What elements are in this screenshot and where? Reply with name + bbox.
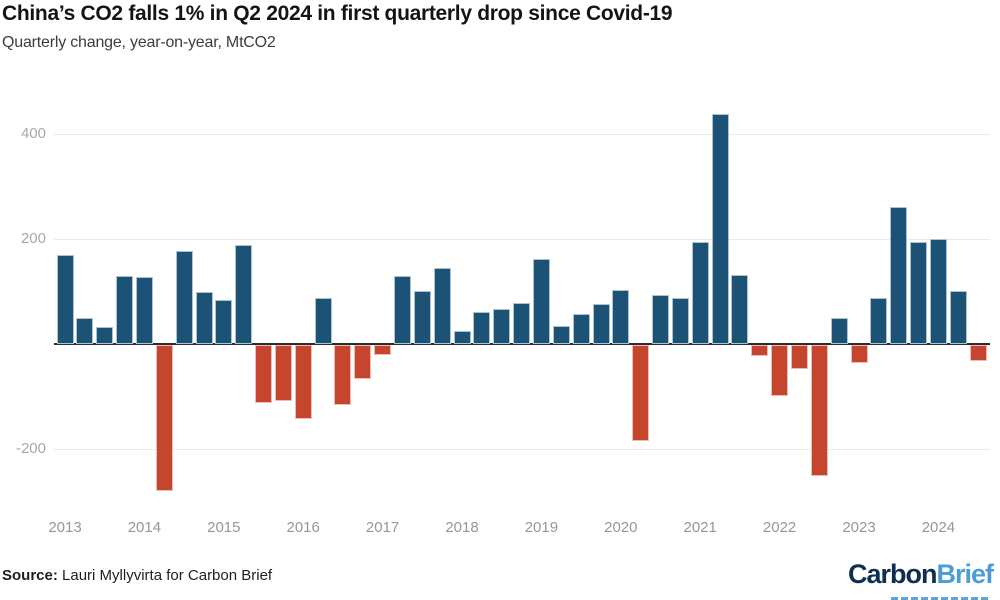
bar-2021-Q4[interactable] <box>771 345 789 396</box>
bar-2017-Q2[interactable] <box>413 291 431 344</box>
bar-2023-Q4[interactable] <box>929 239 947 344</box>
bar-2012-Q4[interactable] <box>56 255 74 344</box>
bar-2024-Q1[interactable] <box>949 291 967 344</box>
gridline-200 <box>54 239 990 240</box>
x-axis-tick-2016: 2016 <box>286 519 320 536</box>
bar-2022-Q2[interactable] <box>810 345 828 476</box>
source-text: Lauri Myllyvirta for Carbon Brief <box>62 567 273 584</box>
bar-2013-Q1[interactable] <box>76 318 94 344</box>
bar-2018-Q2[interactable] <box>493 309 511 344</box>
bar-2023-Q3[interactable] <box>910 242 928 344</box>
bar-2023-Q1[interactable] <box>870 298 888 344</box>
x-axis-tick-2018: 2018 <box>445 519 479 536</box>
x-axis-tick-2019: 2019 <box>524 519 559 536</box>
logo-brief: Brief <box>936 559 994 589</box>
chart-subtitle: Quarterly change, year-on-year, MtCO2 <box>2 34 276 51</box>
bar-2017-Q4[interactable] <box>453 331 471 344</box>
bar-2022-Q3[interactable] <box>830 318 848 344</box>
bar-2017-Q1[interactable] <box>394 276 411 344</box>
bar-2017-Q3[interactable] <box>433 268 451 344</box>
bar-2019-Q1[interactable] <box>552 326 570 344</box>
gridline-400 <box>54 134 990 135</box>
bar-2019-Q3[interactable] <box>592 304 610 344</box>
bar-2013-Q2[interactable] <box>96 327 114 344</box>
x-axis-tick-2015: 2015 <box>207 519 241 536</box>
bar-2014-Q2[interactable] <box>175 251 193 344</box>
x-axis-tick-2017: 2017 <box>365 519 400 536</box>
bar-2014-Q4[interactable] <box>215 300 233 344</box>
bar-2022-Q4[interactable] <box>850 345 868 363</box>
bar-2024-Q2[interactable] <box>969 345 987 361</box>
bar-2015-Q1[interactable] <box>235 245 253 344</box>
bar-2016-Q1[interactable] <box>314 298 332 344</box>
bar-2020-Q1[interactable] <box>632 345 650 441</box>
x-axis-tick-2014: 2014 <box>127 519 162 536</box>
bar-2021-Q3[interactable] <box>751 345 769 356</box>
bar-2018-Q1[interactable] <box>473 312 491 344</box>
bar-2020-Q2[interactable] <box>652 295 669 344</box>
x-axis-tick-2023: 2023 <box>842 519 876 536</box>
bar-2016-Q3[interactable] <box>354 345 372 379</box>
bar-2018-Q4[interactable] <box>532 259 550 344</box>
bar-2023-Q2[interactable] <box>890 207 908 344</box>
x-axis-tick-2021: 2021 <box>683 519 717 536</box>
bar-2013-Q4[interactable] <box>135 277 153 344</box>
bar-2019-Q4[interactable] <box>612 290 630 344</box>
bar-2014-Q3[interactable] <box>195 292 213 344</box>
bar-2015-Q2[interactable] <box>255 345 272 403</box>
bar-2020-Q4[interactable] <box>691 242 709 344</box>
x-axis-tick-2013: 2013 <box>48 519 82 536</box>
bar-2015-Q3[interactable] <box>274 345 292 401</box>
bar-2021-Q2[interactable] <box>731 275 749 344</box>
logo-tagline-cutoff <box>891 597 991 600</box>
bar-2016-Q4[interactable] <box>374 345 392 355</box>
x-axis-tick-2022: 2022 <box>762 519 797 536</box>
x-axis-tick-2024: 2024 <box>921 519 956 536</box>
bar-2022-Q1[interactable] <box>791 345 808 369</box>
bar-2019-Q2[interactable] <box>572 314 590 344</box>
source-note: Source: Lauri Myllyvirta for Carbon Brie… <box>2 567 272 584</box>
bar-2016-Q2[interactable] <box>334 345 352 405</box>
zero-axis-line <box>54 343 990 345</box>
gridline--200 <box>54 449 990 450</box>
y-axis-tick-400: 400 <box>20 125 46 142</box>
bar-2020-Q3[interactable] <box>671 298 689 344</box>
logo-carbon: Carbon <box>847 559 937 589</box>
y-axis-tick-200: 200 <box>20 230 46 247</box>
bar-2018-Q3[interactable] <box>513 303 530 344</box>
bar-2013-Q3[interactable] <box>116 276 134 344</box>
x-axis-tick-2020: 2020 <box>604 519 638 536</box>
source-label: Source: <box>2 567 58 584</box>
bar-2021-Q1[interactable] <box>711 114 729 344</box>
carbonbrief-logo[interactable]: CarbonBrief <box>847 559 994 590</box>
bar-2015-Q4[interactable] <box>294 345 312 419</box>
y-axis-tick--200: -200 <box>15 440 46 457</box>
chart-title: China’s CO2 falls 1% in Q2 2024 in first… <box>2 2 673 25</box>
bar-2014-Q1[interactable] <box>155 345 173 491</box>
